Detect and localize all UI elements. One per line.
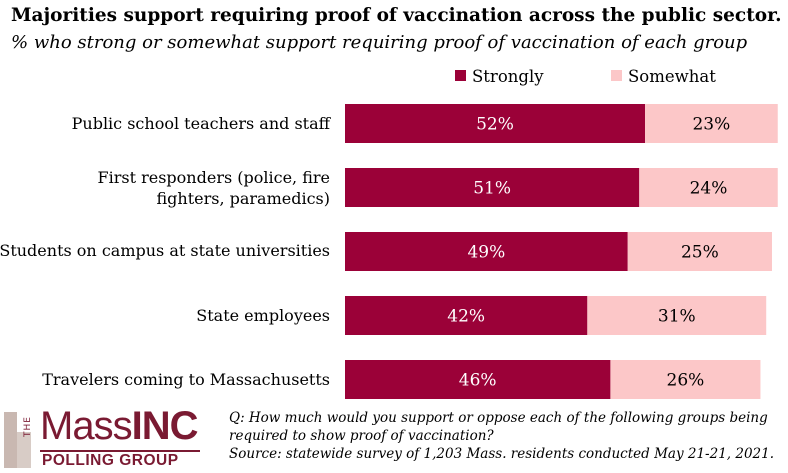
data-label-somewhat-3: 31% [658, 307, 696, 327]
chart-title: Majorities support requiring proof of va… [11, 5, 782, 26]
data-label-strongly-3: 42% [447, 307, 485, 327]
data-label-strongly-1: 51% [473, 179, 511, 199]
data-label-somewhat-1: 24% [690, 179, 728, 199]
legend-swatch-strongly [455, 70, 466, 81]
data-label-strongly-4: 46% [459, 371, 497, 391]
bar-somewhat-0 [645, 104, 778, 143]
bar-somewhat-4 [610, 360, 761, 399]
bar-strongly-0 [345, 104, 646, 143]
logo-the: THE [23, 416, 33, 437]
data-label-somewhat-0: 23% [692, 115, 730, 135]
logo-mass: Mass [40, 404, 133, 448]
logo-wordmark: MassINC [40, 404, 199, 449]
massinc-logo: THE MassINC POLLING GROUP [4, 404, 204, 470]
category-label-0: Public school teachers and staff [71, 114, 330, 133]
footnote-source: Source: statewide survey of 1,203 Mass. … [229, 446, 775, 462]
legend-label-somewhat: Somewhat [628, 67, 716, 86]
chart-subtitle: % who strong or somewhat support requiri… [11, 32, 748, 53]
footnote: Q: How much would you support or oppose … [229, 409, 784, 463]
logo-bar [4, 412, 17, 468]
data-label-somewhat-2: 25% [681, 243, 719, 263]
logo-inc: INC [131, 404, 199, 448]
legend-strongly: Strongly [455, 67, 544, 86]
legend-swatch-somewhat [611, 70, 622, 81]
logo-divider [40, 450, 200, 452]
category-label-1: First responders (police, fire fighters,… [97, 168, 331, 208]
bar-strongly-2 [345, 232, 628, 271]
bar-somewhat-2 [627, 232, 772, 271]
legend-somewhat: Somewhat [611, 67, 716, 86]
bar-strongly-4 [345, 360, 611, 399]
footnote-question: Q: How much would you support or oppose … [229, 410, 768, 426]
logo-subtitle: POLLING GROUP [42, 452, 179, 469]
bar-somewhat-3 [587, 296, 767, 335]
bar-somewhat-1 [639, 168, 778, 207]
legend-label-strongly: Strongly [472, 67, 544, 86]
bar-strongly-1 [345, 168, 640, 207]
bar-strongly-3 [345, 296, 588, 335]
category-label-4: Travelers coming to Massachusetts [42, 370, 330, 389]
data-label-somewhat-4: 26% [667, 371, 705, 391]
category-label-3: State employees [196, 306, 330, 325]
category-label-2: Students on campus at state universities [0, 241, 330, 260]
data-label-strongly-0: 52% [476, 115, 514, 135]
data-label-strongly-2: 49% [467, 243, 505, 263]
logo-bar [17, 432, 31, 468]
footnote-question-cont: required to show proof of vaccination? [229, 428, 494, 444]
